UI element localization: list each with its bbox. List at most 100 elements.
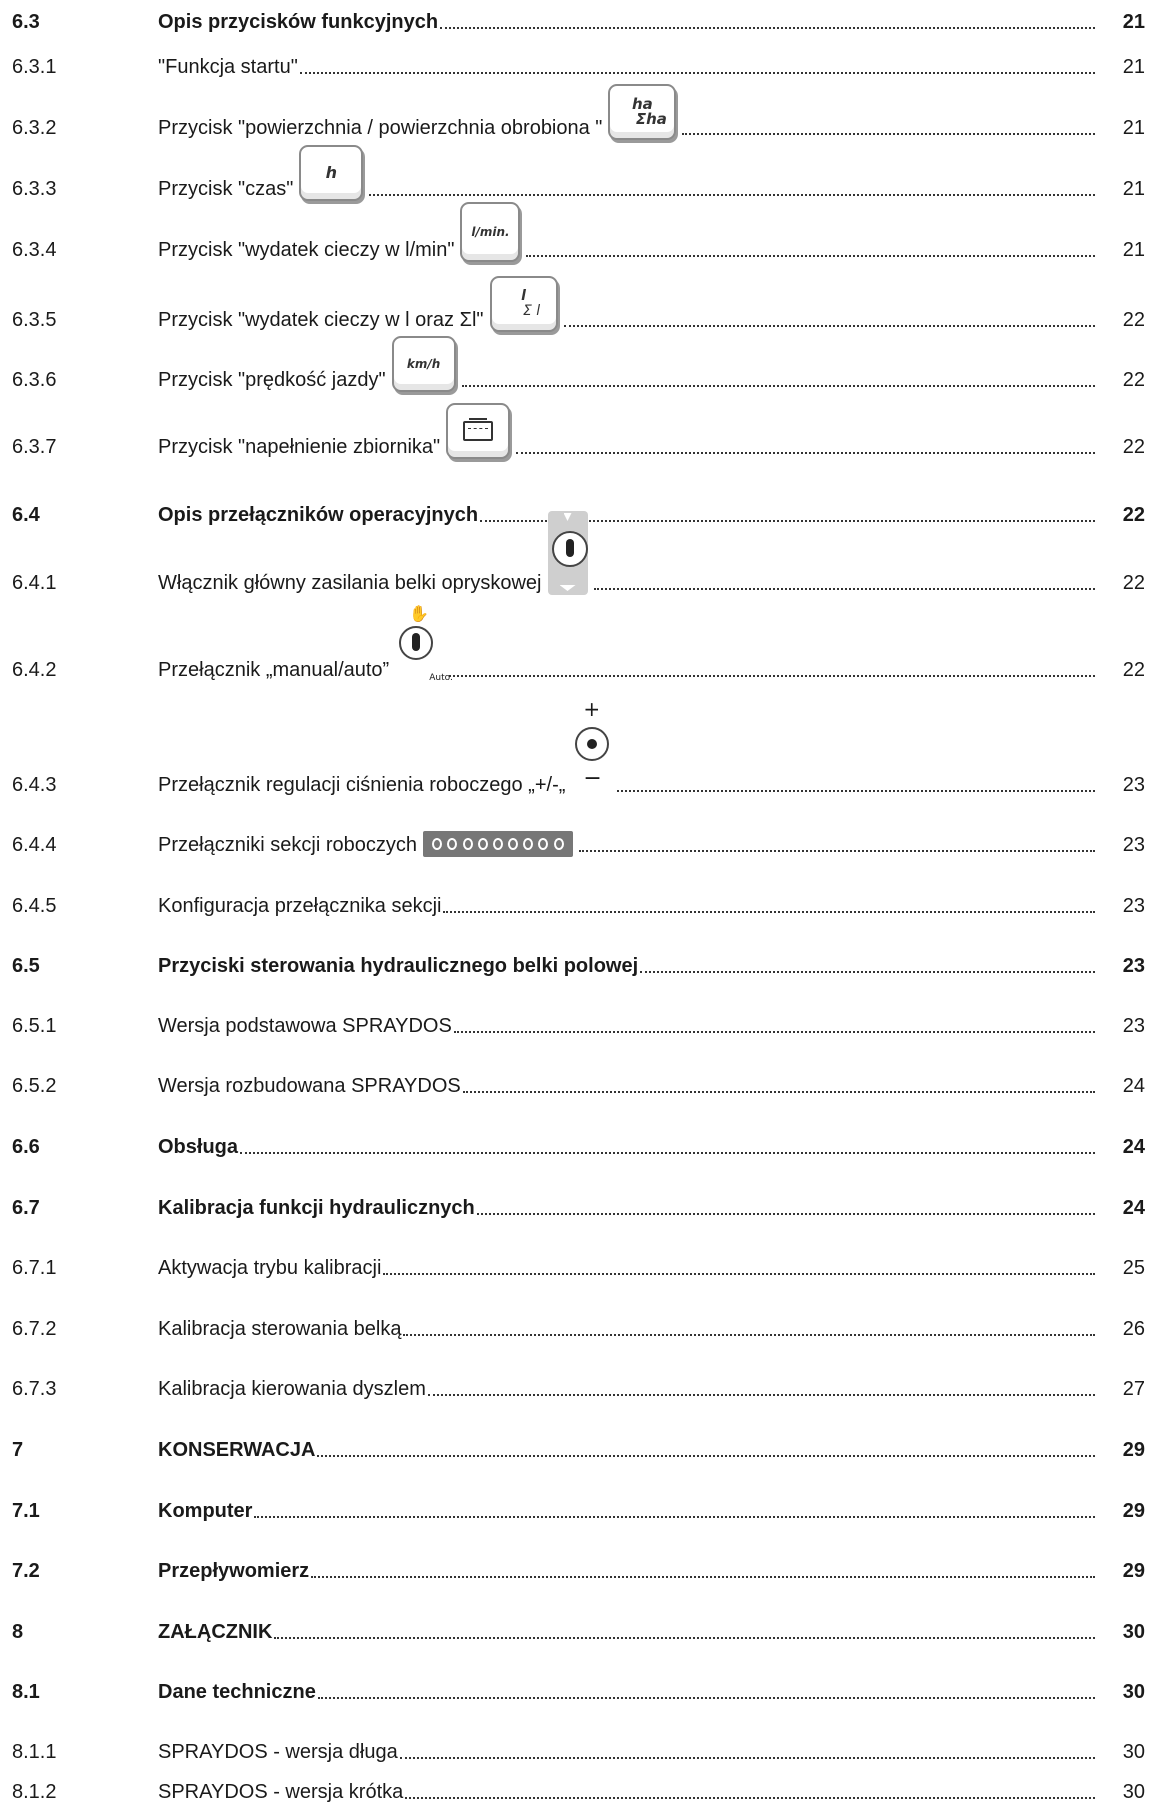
toc-entry-title: ZAŁĄCZNIK xyxy=(158,1621,273,1643)
toc-entry[interactable]: 8.1.2 SPRAYDOS - wersja krótka 30 xyxy=(0,1780,1151,1804)
icon-main-text: l xyxy=(521,288,526,304)
toc-entry-number: 6.5.1 xyxy=(12,1015,57,1037)
toc-entry-number: 6.7 xyxy=(12,1197,40,1219)
toc-entry-title: Przełącznik regulacji ciśnienia roboczeg… xyxy=(158,774,566,796)
toc-leader-dots xyxy=(254,1516,1095,1518)
toc-leader-dots xyxy=(443,911,1095,913)
toc-entry-number: 8.1 xyxy=(12,1681,40,1703)
toc-entry[interactable]: 6.3 Opis przycisków funkcyjnych 21 xyxy=(0,10,1151,34)
toc-entry-number: 8.1.2 xyxy=(12,1781,57,1803)
toc-entry[interactable]: 6.3.3 Przycisk "czas" h 21 xyxy=(0,145,1151,201)
toc-entry[interactable]: 6.4.1 Włącznik główny zasilania belki opr… xyxy=(0,511,1151,595)
toc-entry[interactable]: 6.7.1 Aktywacja trybu kalibracji 25 xyxy=(0,1256,1151,1280)
toc-entry-title: Dane techniczne xyxy=(158,1681,316,1703)
toc-entry[interactable]: 6.4.2 Przełącznik „manual/auto” ✋ Auto. 22 xyxy=(0,604,1151,683)
toc-entry-page: 21 xyxy=(1122,239,1145,261)
toc-leader-dots xyxy=(405,1797,1095,1799)
toc-entry-title: Przycisk "napełnienie zbiornika" xyxy=(158,436,441,458)
toc-entry[interactable]: 6.7.3 Kalibracja kierowania dyszlem 27 xyxy=(0,1377,1151,1401)
toc-entry-page: 30 xyxy=(1122,1681,1145,1703)
toc-entry[interactable]: 6.3.5 Przycisk "wydatek cieczy w l oraz Σ… xyxy=(0,276,1151,332)
toc-entry[interactable]: 6.5 Przyciski sterowania hydraulicznego b… xyxy=(0,954,1151,978)
toc-entry[interactable]: 6.4 Opis przełączników operacyjnych 22 xyxy=(0,503,1151,527)
toc-entry-number: 6.4.2 xyxy=(12,659,57,681)
toc-entry-number: 6.3.7 xyxy=(12,436,57,458)
toc-entry[interactable]: 6.5.2 Wersja rozbudowana SPRAYDOS 24 xyxy=(0,1074,1151,1098)
toc-entry-title: Obsługa xyxy=(158,1136,239,1158)
toc-leader-dots xyxy=(682,133,1095,135)
icon-sub-text: Σ l xyxy=(522,303,541,319)
toc-leader-dots xyxy=(453,1031,1095,1033)
toc-entry-page: 30 xyxy=(1122,1781,1145,1803)
toc-entry-number: 6.7.3 xyxy=(12,1378,57,1400)
toc-leader-dots xyxy=(526,255,1095,257)
toc-leader-dots xyxy=(449,675,1095,677)
toc-entry[interactable]: 6.7 Kalibracja funkcji hydraulicznych 24 xyxy=(0,1196,1151,1220)
toc-entry-page: 29 xyxy=(1122,1560,1145,1582)
toc-entry-title: Przycisk "powierzchnia / powierzchnia ob… xyxy=(158,117,603,139)
toc-entry-title: Konfiguracja przełącznika sekcji xyxy=(158,895,442,917)
toc-entry[interactable]: 6.3.6 Przycisk "prędkość jazdy" km/h 22 xyxy=(0,336,1151,392)
toc-entry[interactable]: 8.1 Dane techniczne 30 xyxy=(0,1680,1151,1704)
toc-entry-number: 6.3.5 xyxy=(12,309,57,331)
toc-entry-number: 8 xyxy=(12,1621,24,1643)
icon-minus-text: − xyxy=(583,766,602,791)
toc-leader-dots xyxy=(516,452,1095,454)
toc-entry-title: Przełącznik „manual/auto” xyxy=(158,659,390,681)
toc-entry-title: Opis przycisków funkcyjnych xyxy=(158,11,439,33)
toc-entry[interactable]: 6.4.5 Konfiguracja przełącznika sekcji 23 xyxy=(0,894,1151,918)
toc-entry-number: 6.7.1 xyxy=(12,1257,57,1279)
toc-entry[interactable]: 6.3.7 Przycisk "napełnienie zbiornika" 22 xyxy=(0,403,1151,459)
toc-leader-dots xyxy=(462,1091,1095,1093)
toc-entry-title: Przycisk "wydatek cieczy w l/min" xyxy=(158,239,455,261)
toc-entry[interactable]: 6.6 Obsługa 24 xyxy=(0,1135,1151,1159)
toc-entry-number: 6.3.4 xyxy=(12,239,57,261)
icon-main-text: ha xyxy=(632,95,653,113)
toc-entry[interactable]: 8 ZAŁĄCZNIK 30 xyxy=(0,1620,1151,1644)
toc-leader-dots xyxy=(317,1697,1095,1699)
toc-entry[interactable]: 6.7.2 Kalibracja sterowania belką 26 xyxy=(0,1317,1151,1341)
toc-leader-dots xyxy=(461,385,1095,387)
toc-entry[interactable]: 8.1.1 SPRAYDOS - wersja długa 30 xyxy=(0,1740,1151,1764)
toc-entry-page: 29 xyxy=(1122,1500,1145,1522)
toc-entry[interactable]: 6.4.4 Przełączniki sekcji roboczych 23 xyxy=(0,831,1151,857)
toc-leader-dots xyxy=(480,520,1095,522)
toc-entry-title: Przycisk "prędkość jazdy" xyxy=(158,369,386,391)
toc-entry-title: Wersja podstawowa SPRAYDOS xyxy=(158,1015,452,1037)
toc-entry-page: 30 xyxy=(1122,1621,1145,1643)
toc-entry-number: 6.3.2 xyxy=(12,117,57,139)
toc-leader-dots xyxy=(427,1394,1095,1396)
toc-entry-title: "Funkcja startu" xyxy=(158,56,298,78)
toc-entry-number: 6.4.5 xyxy=(12,895,57,917)
toc-entry[interactable]: 6.3.2 Przycisk "powierzchnia / powierzchn… xyxy=(0,84,1151,140)
toc-entry-title: Kalibracja funkcji hydraulicznych xyxy=(158,1197,475,1219)
toc-entry-page: 23 xyxy=(1122,895,1145,917)
toc-entry-title: Przycisk "czas" xyxy=(158,178,294,200)
toc-entry[interactable]: 6.3.4 Przycisk "wydatek cieczy w l/min" l/… xyxy=(0,202,1151,262)
toc-leader-dots xyxy=(593,588,1095,590)
toc-entry-page: 21 xyxy=(1122,11,1145,33)
toc-entry-title: Wersja rozbudowana SPRAYDOS xyxy=(158,1075,461,1097)
toc-entry[interactable]: 6.4.3 Przełącznik regulacji ciśnienia rob… xyxy=(0,697,1151,797)
toc-entry-page: 22 xyxy=(1122,504,1145,526)
manual-auto-switch-icon: ✋ Auto. xyxy=(395,602,453,683)
toc-entry[interactable]: 7 KONSERWACJA 29 xyxy=(0,1438,1151,1462)
toc-entry-title: Przyciski sterowania hydraulicznego belk… xyxy=(158,955,639,977)
toc-entry-number: 6.7.2 xyxy=(12,1318,57,1340)
toc-entry-page: 23 xyxy=(1122,1015,1145,1037)
toc-leader-dots xyxy=(578,850,1095,852)
icon-main-text: km/h xyxy=(406,357,441,371)
toc-entry-page: 21 xyxy=(1122,56,1145,78)
toc-entry[interactable]: 6.3.1 "Funkcja startu" 21 xyxy=(0,55,1151,79)
pressure-switch-icon: + − xyxy=(571,697,611,797)
toc-entry[interactable]: 7.1 Komputer 29 xyxy=(0,1499,1151,1523)
toc-entry-number: 7.2 xyxy=(12,1560,40,1582)
toc-leader-dots xyxy=(476,1213,1095,1215)
toc-entry-page: 22 xyxy=(1122,369,1145,391)
ha-sum-ha-key-icon: ha Σha xyxy=(608,84,677,140)
toc-entry[interactable]: 7.2 Przepływomierz 29 xyxy=(0,1559,1151,1583)
toc-leader-dots xyxy=(369,194,1095,196)
toc-entry-page: 27 xyxy=(1122,1378,1145,1400)
toc-entry[interactable]: 6.5.1 Wersja podstawowa SPRAYDOS 23 xyxy=(0,1014,1151,1038)
